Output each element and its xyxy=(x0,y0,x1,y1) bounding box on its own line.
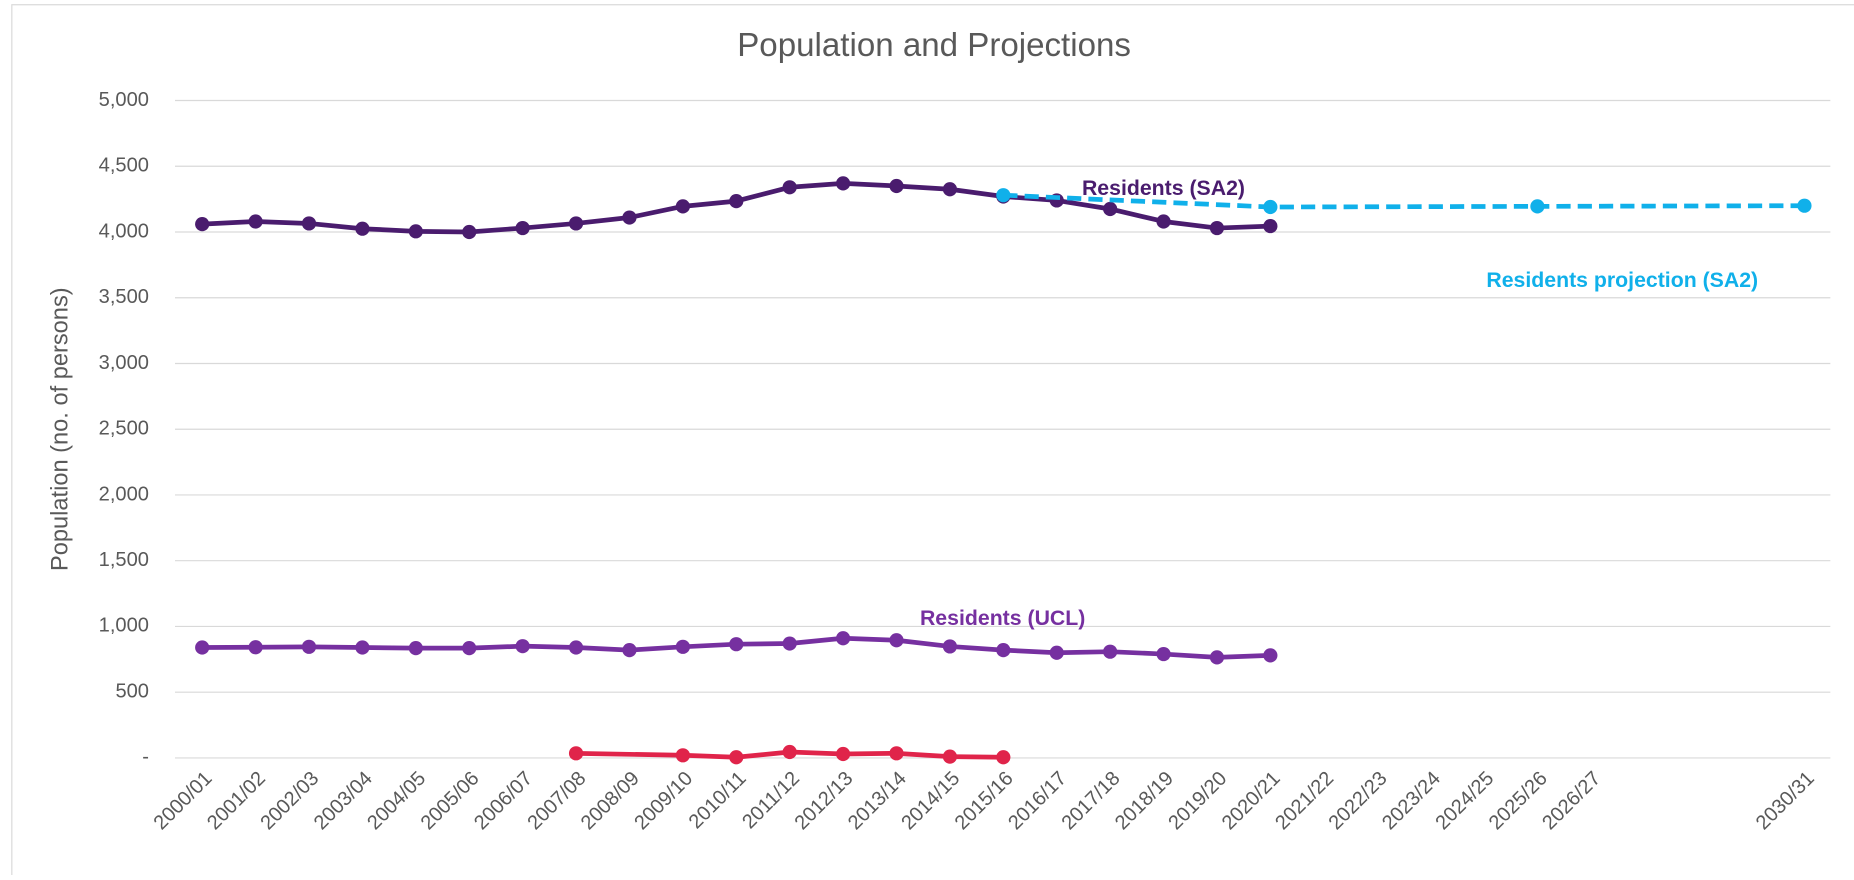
data-point xyxy=(675,199,690,214)
data-point xyxy=(568,746,584,761)
data-point xyxy=(1103,644,1118,659)
data-point xyxy=(675,639,690,654)
data-point xyxy=(355,640,370,655)
series-label: Residents (SA2) xyxy=(1082,176,1245,200)
data-point xyxy=(248,214,263,229)
data-point xyxy=(729,750,744,765)
data-point xyxy=(195,640,210,655)
data-point xyxy=(889,178,904,194)
data-point xyxy=(675,748,690,763)
data-point xyxy=(942,639,958,654)
data-point xyxy=(1263,218,1278,234)
chart-border xyxy=(11,4,1854,880)
data-point xyxy=(889,633,904,648)
data-point xyxy=(1530,199,1545,214)
series-label: Residents projection (SA2) xyxy=(1486,268,1758,292)
data-point xyxy=(515,220,530,236)
data-point xyxy=(1049,645,1064,660)
data-point xyxy=(462,641,477,656)
y-tick-label: - xyxy=(142,746,149,768)
y-tick-label: 3,000 xyxy=(99,352,149,374)
data-point xyxy=(1797,198,1812,213)
data-point xyxy=(301,216,317,231)
series-line xyxy=(1003,192,1805,210)
data-point xyxy=(408,641,423,656)
data-point xyxy=(836,176,851,191)
data-point xyxy=(355,221,370,236)
series-line xyxy=(576,749,1004,760)
data-point xyxy=(1103,201,1118,217)
data-point xyxy=(889,746,904,761)
data-point xyxy=(195,217,210,232)
data-point xyxy=(622,210,637,225)
data-point xyxy=(729,194,744,209)
data-point xyxy=(1156,646,1171,662)
data-point xyxy=(301,639,317,654)
data-point xyxy=(836,746,851,762)
data-point xyxy=(782,744,797,760)
data-point xyxy=(408,224,423,239)
data-point xyxy=(515,639,530,654)
data-point xyxy=(942,182,958,197)
y-tick-label: 1,000 xyxy=(99,615,149,637)
y-tick-label: 500 xyxy=(115,681,149,703)
y-tick-label: 2,500 xyxy=(99,418,149,440)
data-point xyxy=(248,640,263,655)
data-point xyxy=(942,749,958,764)
chart-title: Population and Projections xyxy=(737,27,1131,64)
data-point xyxy=(782,180,797,195)
data-point xyxy=(1263,199,1278,215)
data-point xyxy=(996,188,1011,203)
data-point xyxy=(996,643,1011,658)
data-point xyxy=(836,631,851,646)
y-tick-label: 4,500 xyxy=(99,155,149,177)
series-label: Residents (UCL) xyxy=(920,606,1085,630)
y-axis-label: Population (no. of persons) xyxy=(48,287,74,571)
data-point xyxy=(1209,650,1225,665)
data-point xyxy=(1209,220,1225,236)
data-point xyxy=(568,216,584,231)
data-point xyxy=(1156,214,1171,229)
y-tick-label: 2,000 xyxy=(99,483,149,505)
data-point xyxy=(622,643,637,658)
data-point xyxy=(996,750,1011,765)
data-point xyxy=(782,636,797,651)
data-point xyxy=(568,640,584,655)
data-point xyxy=(729,637,744,652)
data-point xyxy=(462,224,477,240)
y-tick-label: 5,000 xyxy=(99,89,149,111)
y-tick-label: 4,000 xyxy=(99,220,149,242)
y-tick-label: 1,500 xyxy=(99,549,149,571)
y-tick-label: 3,500 xyxy=(99,286,149,308)
data-point xyxy=(1263,648,1278,663)
